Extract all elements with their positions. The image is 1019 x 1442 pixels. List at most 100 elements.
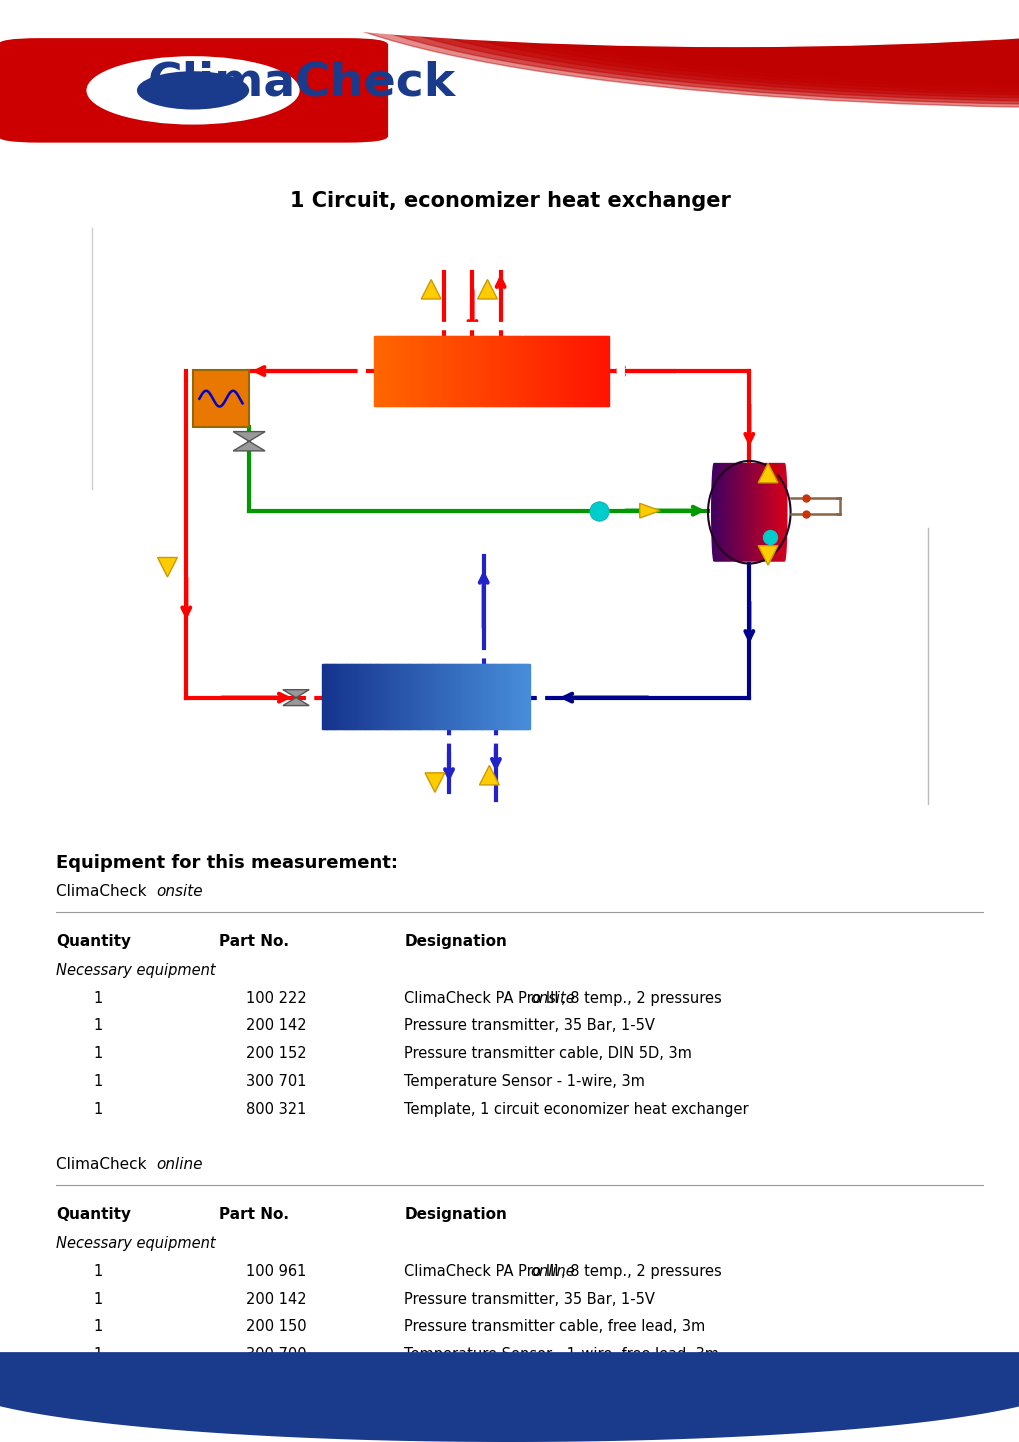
- Bar: [460, 665, 463, 730]
- Ellipse shape: [773, 463, 779, 561]
- Bar: [408, 665, 411, 730]
- Ellipse shape: [756, 463, 761, 561]
- Text: Part No.: Part No.: [218, 934, 288, 949]
- Ellipse shape: [717, 463, 722, 561]
- Ellipse shape: [740, 463, 744, 561]
- Bar: [415, 336, 418, 405]
- Bar: [507, 665, 511, 730]
- Bar: [587, 336, 589, 405]
- Bar: [504, 665, 506, 730]
- Text: ClimaCheck PA Pro III: ClimaCheck PA Pro III: [404, 991, 562, 1005]
- Text: 200 150: 200 150: [247, 1319, 307, 1334]
- Bar: [353, 665, 356, 730]
- Ellipse shape: [715, 463, 720, 561]
- Bar: [330, 665, 333, 730]
- Bar: [471, 336, 474, 405]
- Bar: [418, 665, 421, 730]
- Ellipse shape: [711, 463, 716, 561]
- Ellipse shape: [759, 463, 764, 561]
- Text: Temperature Sensor - 1-wire, free lead, 3m: Temperature Sensor - 1-wire, free lead, …: [404, 1347, 718, 1363]
- Text: Pressure transmitter, 35 Bar, 1-5V: Pressure transmitter, 35 Bar, 1-5V: [404, 1292, 654, 1306]
- Bar: [604, 336, 607, 405]
- Bar: [606, 336, 609, 405]
- Bar: [458, 665, 461, 730]
- Bar: [410, 665, 413, 730]
- Ellipse shape: [749, 463, 754, 561]
- Bar: [496, 336, 499, 405]
- Bar: [344, 665, 347, 730]
- Bar: [375, 665, 378, 730]
- Bar: [473, 336, 476, 405]
- Bar: [581, 336, 584, 405]
- Bar: [540, 336, 542, 405]
- Bar: [493, 336, 495, 405]
- Bar: [413, 665, 416, 730]
- Bar: [547, 336, 550, 405]
- Bar: [470, 336, 472, 405]
- Bar: [545, 336, 548, 405]
- Circle shape: [323, 0, 1019, 102]
- Text: 200 142: 200 142: [247, 1292, 307, 1306]
- Bar: [350, 665, 353, 730]
- Bar: [397, 336, 399, 405]
- Ellipse shape: [712, 463, 716, 561]
- Text: 300 701: 300 701: [247, 1074, 307, 1089]
- Bar: [511, 336, 514, 405]
- Polygon shape: [757, 463, 777, 483]
- Ellipse shape: [718, 463, 723, 561]
- Bar: [436, 336, 439, 405]
- Bar: [346, 665, 348, 730]
- Circle shape: [567, 0, 1019, 62]
- Polygon shape: [479, 766, 498, 784]
- Text: 100 222: 100 222: [247, 991, 307, 1005]
- Bar: [327, 665, 330, 730]
- Bar: [422, 665, 424, 730]
- Bar: [374, 665, 376, 730]
- Bar: [453, 336, 457, 405]
- Bar: [536, 336, 539, 405]
- Ellipse shape: [744, 463, 749, 561]
- Bar: [525, 665, 528, 730]
- Ellipse shape: [722, 463, 728, 561]
- Bar: [325, 665, 328, 730]
- Bar: [377, 665, 380, 730]
- Bar: [464, 336, 467, 405]
- Polygon shape: [639, 503, 659, 518]
- Bar: [592, 336, 595, 405]
- Circle shape: [624, 0, 1019, 53]
- Bar: [372, 665, 375, 730]
- Bar: [494, 665, 496, 730]
- Bar: [487, 336, 490, 405]
- Bar: [339, 665, 341, 730]
- Bar: [483, 336, 486, 405]
- Bar: [468, 665, 471, 730]
- Bar: [460, 336, 463, 405]
- Ellipse shape: [763, 463, 768, 561]
- Ellipse shape: [761, 463, 765, 561]
- Ellipse shape: [777, 463, 783, 561]
- Text: 1: 1: [93, 1374, 102, 1390]
- Bar: [396, 665, 398, 730]
- Ellipse shape: [747, 463, 752, 561]
- Bar: [446, 336, 448, 405]
- Bar: [437, 665, 440, 730]
- Bar: [322, 665, 325, 730]
- Polygon shape: [421, 280, 440, 298]
- Circle shape: [285, 0, 1019, 108]
- Ellipse shape: [782, 463, 786, 561]
- Bar: [403, 336, 406, 405]
- Ellipse shape: [775, 463, 781, 561]
- Bar: [411, 336, 414, 405]
- Bar: [355, 665, 358, 730]
- Bar: [506, 336, 510, 405]
- Ellipse shape: [741, 463, 746, 561]
- Bar: [370, 665, 373, 730]
- Ellipse shape: [774, 463, 780, 561]
- Bar: [553, 336, 556, 405]
- Bar: [522, 336, 525, 405]
- Ellipse shape: [772, 463, 777, 561]
- Ellipse shape: [725, 463, 730, 561]
- Text: , 8 temp., 2 pressures: , 8 temp., 2 pressures: [560, 991, 721, 1005]
- Ellipse shape: [774, 463, 779, 561]
- Bar: [332, 665, 335, 730]
